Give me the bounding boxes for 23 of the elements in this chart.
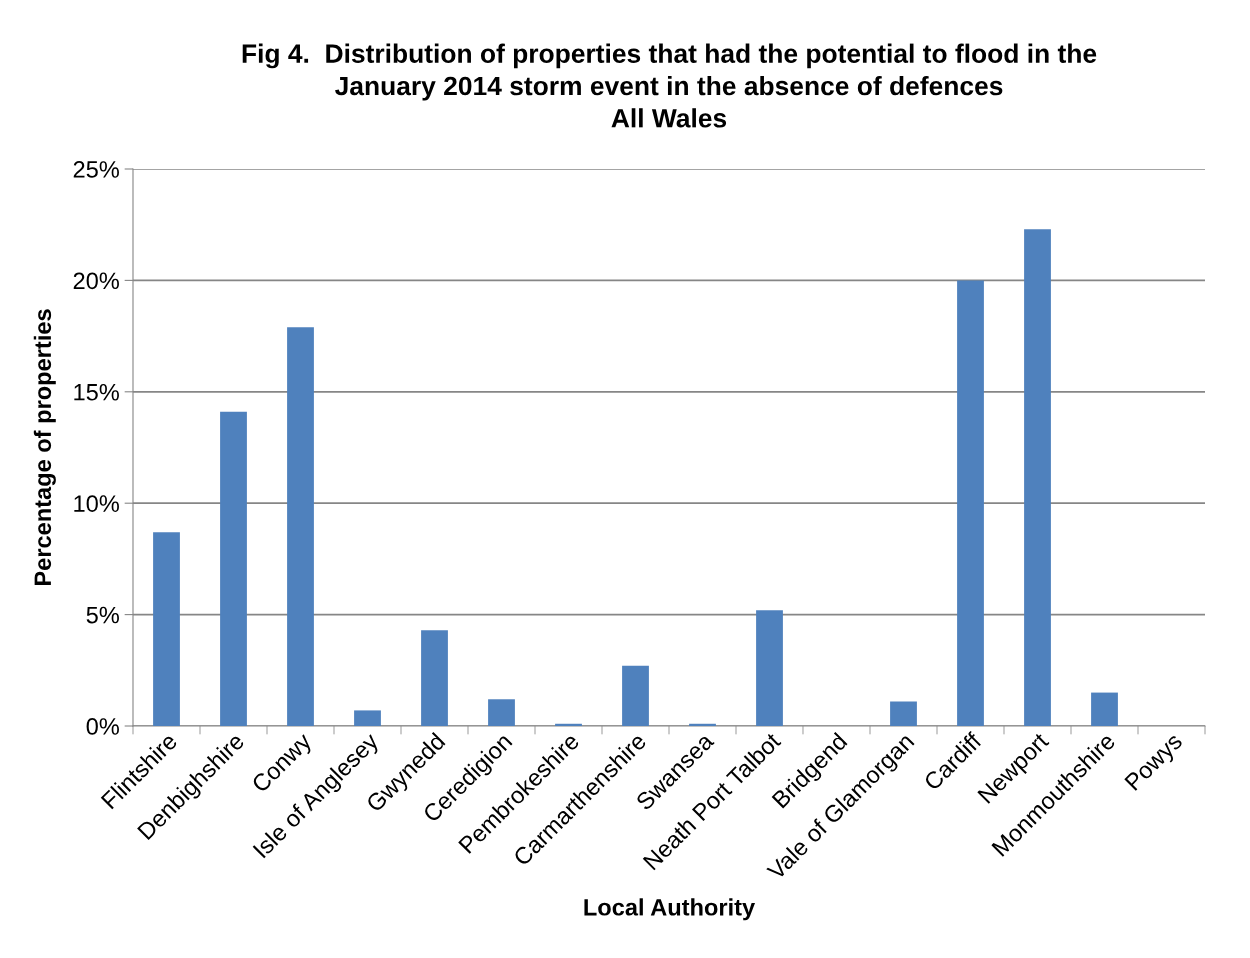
y-tick-label: 0% xyxy=(86,718,119,735)
y-tick-label: 25% xyxy=(73,161,119,178)
y-tick-label: 5% xyxy=(86,606,119,624)
bar xyxy=(957,280,984,726)
bar xyxy=(622,665,649,726)
bar xyxy=(689,723,716,726)
bar xyxy=(153,532,180,726)
chart-title: Fig 4. Distribution of properties that had the potential to flood in the January 2014 storm event in the absence of defences All Wales xyxy=(242,43,1097,128)
y-axis-title: Percentage of properties xyxy=(33,309,56,585)
bar xyxy=(1024,229,1051,726)
bar xyxy=(488,699,515,726)
bar xyxy=(555,723,582,726)
x-axis-title: Local Authority xyxy=(584,898,756,921)
bar xyxy=(287,327,314,726)
bar xyxy=(220,411,247,726)
bar xyxy=(890,701,917,726)
bar xyxy=(421,630,448,726)
bar xyxy=(354,710,381,726)
y-tick-label: 15% xyxy=(74,383,119,401)
bar xyxy=(1091,692,1118,726)
bar xyxy=(756,610,783,726)
y-tick-label: 20% xyxy=(73,272,119,290)
y-tick-label: 10% xyxy=(74,495,119,512)
